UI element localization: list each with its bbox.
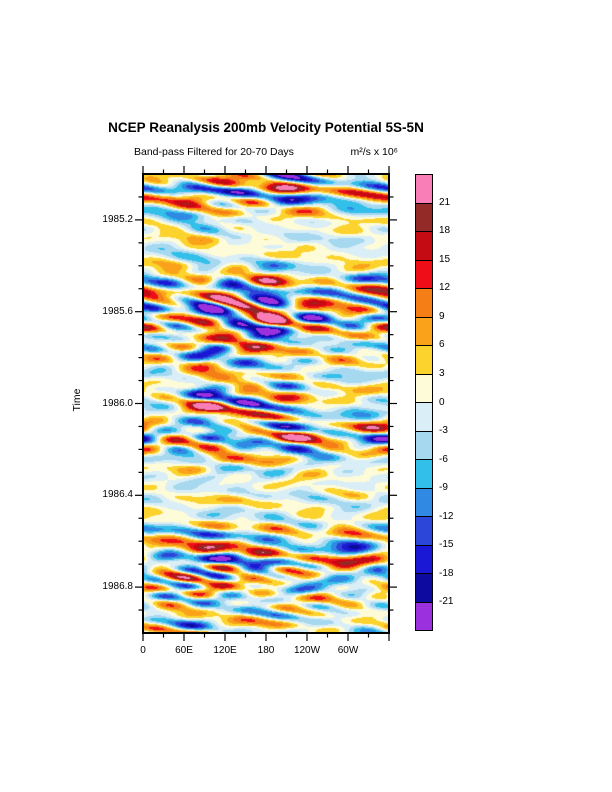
colorbar-tick-label: -15 [439,539,454,551]
colorbar-segment [416,232,432,261]
x-tick-label: 120W [293,645,321,656]
x-tick-label: 0 [140,645,146,656]
colorbar-tick-label: 9 [439,310,445,322]
colorbar-tick-label: 21 [439,196,451,208]
colorbar-tick-label: -3 [439,425,448,437]
colorbar-tick-label: 6 [439,339,445,351]
colorbar-segment [416,517,432,546]
colorbar-segment [416,545,432,574]
y-tick-label: 1985.6 [102,305,133,317]
y-tick-label: 1986.0 [102,397,133,409]
colorbar-tick-label: -18 [439,567,454,579]
colorbar-tick-label: 18 [439,225,451,237]
colorbar-tick-label: -9 [439,482,448,494]
colorbar-segment [416,602,432,630]
x-tick-label: 180 [257,645,275,656]
y-tick-label: 1986.8 [102,581,133,593]
colorbar [415,174,433,631]
colorbar-segment [416,460,432,489]
colorbar-segment [416,488,432,517]
colorbar-segment [416,346,432,375]
y-tick-label: 1985.2 [102,213,133,225]
chart-title: NCEP Reanalysis 200mb Velocity Potential… [108,120,424,135]
x-tick-label: 60E [175,645,193,656]
colorbar-tick-label: -21 [439,596,454,608]
colorbar-tick-label: -12 [439,510,454,522]
colorbar-tick-label: 0 [439,396,445,408]
colorbar-segment [416,175,432,204]
colorbar-tick-label: -6 [439,453,448,465]
colorbar-tick-label: 15 [439,253,451,265]
x-tick-label: 60W [337,645,359,656]
colorbar-segment [416,431,432,460]
colorbar-segment [416,317,432,346]
colorbar-segment [416,403,432,432]
colorbar-segment [416,374,432,403]
colorbar-segment [416,289,432,318]
y-tick-label: 1986.4 [102,489,133,501]
chart-subtitle: Band-pass Filtered for 20-70 Days [134,146,294,158]
colorbar-segment [416,574,432,603]
colorbar-tick-label: 3 [439,367,445,379]
colorbar-segment [416,203,432,232]
x-tick-label: 120E [213,645,237,656]
colorbar-segment [416,260,432,289]
colorbar-tick-label: 12 [439,282,451,294]
units-label: m²/s x 10⁶ [350,146,399,158]
hovmoller-field [143,174,389,633]
